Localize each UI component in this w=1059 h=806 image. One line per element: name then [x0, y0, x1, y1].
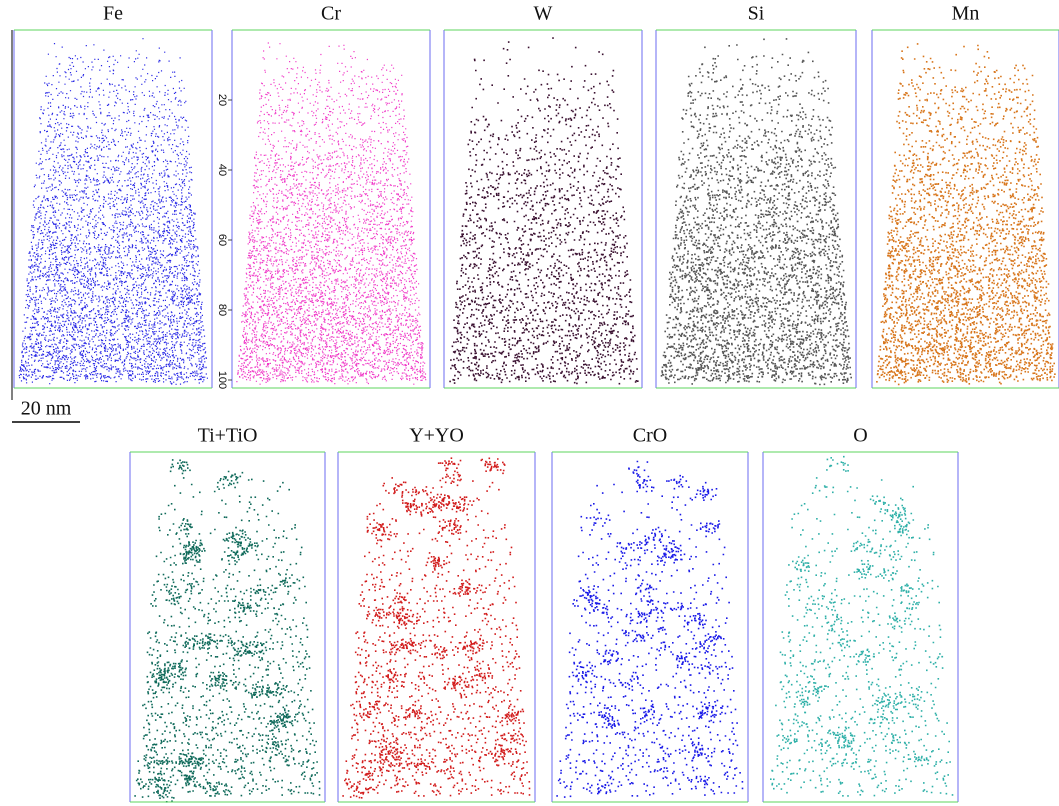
atom-map — [770, 455, 954, 797]
panel-label: O — [853, 425, 867, 447]
atom-map — [660, 38, 852, 386]
panel-label: Cr — [321, 3, 341, 25]
atom-map — [556, 460, 744, 798]
atom-map — [342, 457, 531, 799]
atom-map — [134, 459, 321, 803]
panel-label: Mn — [952, 3, 980, 25]
scale-bar-label: 20 nm — [21, 398, 72, 420]
tick-label: 100 — [216, 371, 228, 389]
atom-map — [449, 37, 639, 385]
atom-map — [876, 43, 1056, 386]
tick-label: 20 — [216, 94, 228, 106]
tick-label: 40 — [216, 164, 228, 176]
tick-label: 80 — [216, 304, 228, 316]
panel-label: Fe — [103, 3, 123, 25]
tick-label: 60 — [216, 234, 228, 246]
atom-map — [236, 42, 427, 385]
panel-label: CrO — [633, 425, 667, 447]
panel-label: W — [534, 3, 553, 25]
panel-label: Ti+TiO — [198, 425, 258, 447]
panel-label: Si — [748, 3, 765, 25]
atom-map — [18, 38, 209, 385]
panel-label: Y+YO — [409, 425, 464, 447]
